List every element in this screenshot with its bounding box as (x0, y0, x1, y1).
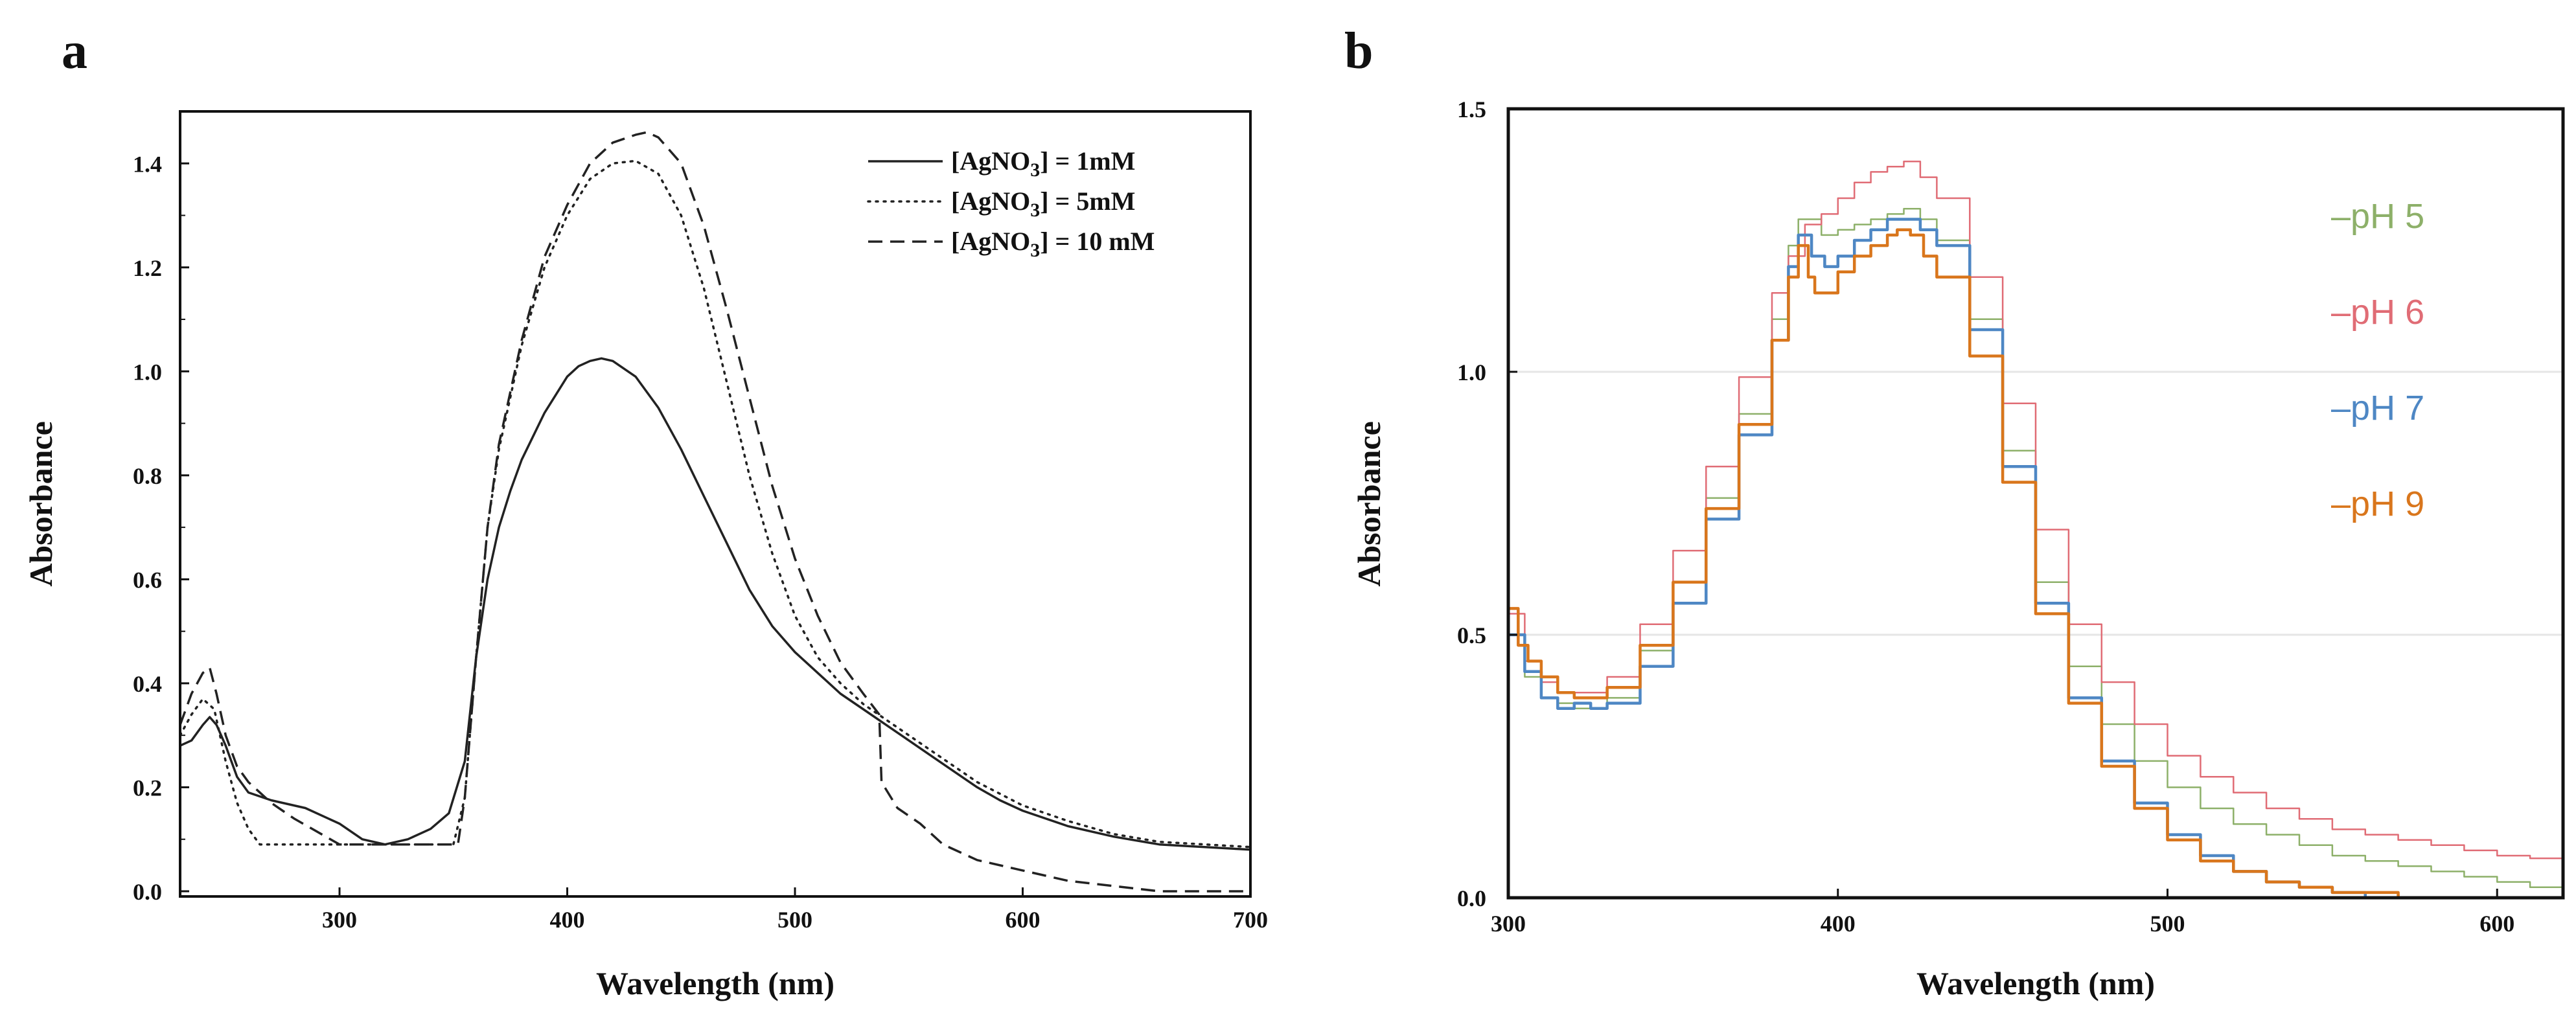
chart-a-y-axis-title: Absorbance (23, 421, 59, 587)
panel-label-b: b (1344, 23, 1374, 80)
chart-a-series (179, 131, 1252, 893)
chart-b-y-tick-label: 0.0 (1457, 885, 1486, 911)
chart-b-x-tick-label: 300 (1491, 911, 1526, 937)
chart-b-series-3-line (1508, 218, 2398, 900)
chart-b-y-tick-label: 0.5 (1457, 622, 1486, 648)
chart-b-y-axis-title: Absorbance (1351, 421, 1387, 587)
chart-a-x-tick-label: 300 (322, 907, 357, 933)
chart-b-x-tick-label: 400 (1821, 911, 1856, 937)
chart-b-x-axis-title: Wavelength (nm) (1916, 965, 2155, 1001)
chart-b-y-tick-label: 1.0 (1457, 359, 1486, 385)
chart-a-ticks: 300 400 500 600 700 0.0 0.2 0.4 0.6 0.8 1.0 1.2 1.4 (133, 111, 1268, 933)
chart-a-x-tick-label: 500 (777, 907, 812, 933)
chart-a-y-tick-label: 0.8 (133, 463, 162, 489)
chart-b-x-tick-label: 600 (2479, 911, 2514, 937)
chart-a-legend-label-2: [AgNO3] = 5mM (951, 187, 1135, 221)
chart-a-legend-label-3: [AgNO3] = 10 mM (951, 227, 1155, 261)
chart-a-x-tick-label: 700 (1233, 907, 1268, 933)
chart-b-series (1508, 160, 2564, 900)
chart-b-legend-label-2: –pH 6 (2331, 293, 2424, 332)
chart-b-grid (1508, 370, 2563, 636)
chart-a-y-tick-label: 0.2 (133, 775, 162, 801)
chart-a-y-tick-label: 1.2 (133, 255, 162, 281)
chart-a-x-tick-label: 400 (550, 907, 585, 933)
chart-a-y-tick-label: 1.0 (133, 359, 162, 385)
chart-a-y-tick-label: 0.0 (133, 879, 162, 905)
chart-b-plot-frame (1506, 107, 2565, 900)
chart-a-series-3-line (179, 131, 1250, 893)
chart-b-legend-label-1: –pH 5 (2331, 197, 2424, 236)
chart-a-x-axis-title: Wavelength (nm) (596, 965, 834, 1001)
chart-a-series-2-line (179, 159, 1252, 849)
chart-b: 300 400 500 600 0.0 0.5 1.0 1.5 –pH 5 –pH 6 –pH 7… (1351, 97, 2565, 1001)
chart-a-y-tick-label: 1.4 (133, 151, 162, 177)
chart-a-y-tick-label: 0.4 (133, 671, 162, 697)
chart-b-ticks: 300 400 500 600 0.0 0.5 1.0 1.5 (1457, 97, 2514, 937)
chart-b-legend: –pH 5 –pH 6 –pH 7 –pH 9 (2331, 197, 2424, 523)
chart-a-legend: [AgNO3] = 1mM [AgNO3] = 5mM [AgNO3] = 10 m… (867, 146, 1155, 261)
chart-b-series-4-line (1508, 228, 2432, 900)
chart-a-plot-frame (179, 110, 1252, 898)
chart-a: 300 400 500 600 7000.00.20.40.60.81.01.21.4 … (23, 110, 1268, 1001)
chart-b-series-2-line (1508, 160, 2564, 861)
chart-b-legend-label-4: –pH 9 (2331, 484, 2424, 523)
chart-a-x-tick-label: 600 (1006, 907, 1041, 933)
panel-label-a: a (62, 23, 87, 80)
chart-b-legend-label-3: –pH 7 (2331, 389, 2424, 428)
chart-b-y-tick-label: 1.5 (1457, 97, 1486, 122)
chart-a-y-tick-label: 0.6 (133, 567, 162, 593)
chart-b-x-tick-label: 500 (2150, 911, 2185, 937)
chart-a-legend-label-1: [AgNO3] = 1mM (951, 146, 1135, 181)
chart-a-series-1-line (179, 357, 1251, 851)
